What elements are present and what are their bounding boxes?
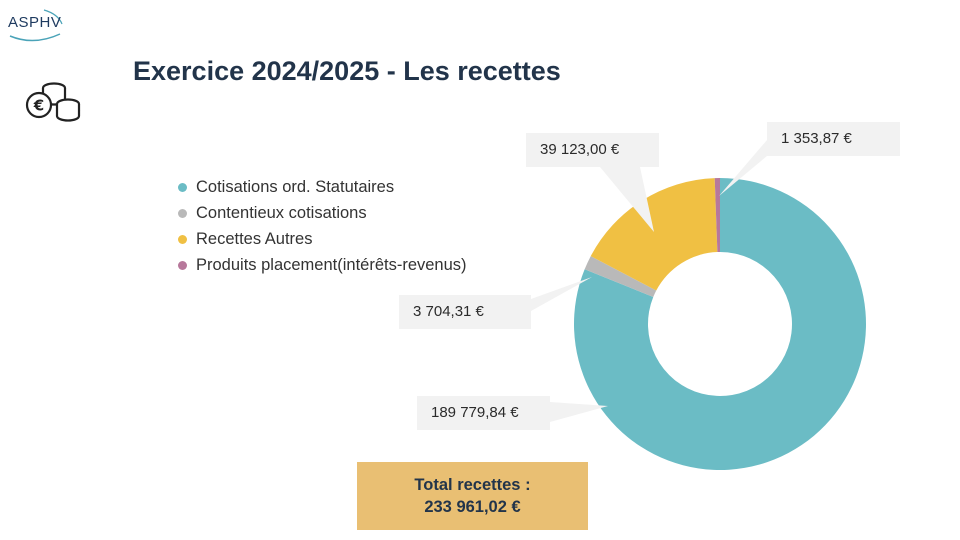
slice-cotisations [574,178,867,470]
legend-item: Contentieux cotisations [178,200,467,226]
data-label-contentieux: 3 704,31 € [399,295,531,329]
slice-produits-placement [714,178,720,253]
legend-label: Recettes Autres [196,229,313,248]
data-label-cotisations: 189 779,84 € [417,396,550,430]
data-label-leader [600,167,654,232]
asphv-logo: ASPHV [4,6,66,42]
legend-item: Recettes Autres [178,226,467,252]
data-label-leader [719,140,767,196]
total-recettes-box: Total recettes : 233 961,02 € [357,462,588,530]
legend-item: Produits placement(intérêts-revenus) [178,252,467,278]
logo-text: ASPHV [8,14,62,31]
total-label: Total recettes : [414,476,531,494]
legend-swatch [178,260,187,270]
slice-contentieux [584,256,657,298]
chart-legend: Cotisations ord. Statutaires Contentieux… [178,174,467,278]
svg-text:€: € [33,97,44,115]
page-title: Exercice 2024/2025 - Les recettes [133,56,561,86]
data-label-recettes-autres: 39 123,00 € [526,133,659,167]
data-label-leader [550,402,608,422]
legend-label: Produits placement(intérêts-revenus) [196,255,467,274]
logo-swoosh-icon [9,9,63,42]
legend-swatch [178,208,187,218]
euro-coins-icon: € [25,82,81,122]
legend-label: Contentieux cotisations [196,203,367,222]
legend-swatch [178,234,187,244]
legend-label: Cotisations ord. Statutaires [196,177,395,196]
legend-swatch [178,182,187,192]
data-label-produits-placement: 1 353,87 € [767,122,900,156]
data-label-leader [531,277,592,311]
legend-item: Cotisations ord. Statutaires [178,174,467,200]
slice-recettes-autres [590,178,718,291]
total-value: 233 961,02 € [424,498,521,516]
